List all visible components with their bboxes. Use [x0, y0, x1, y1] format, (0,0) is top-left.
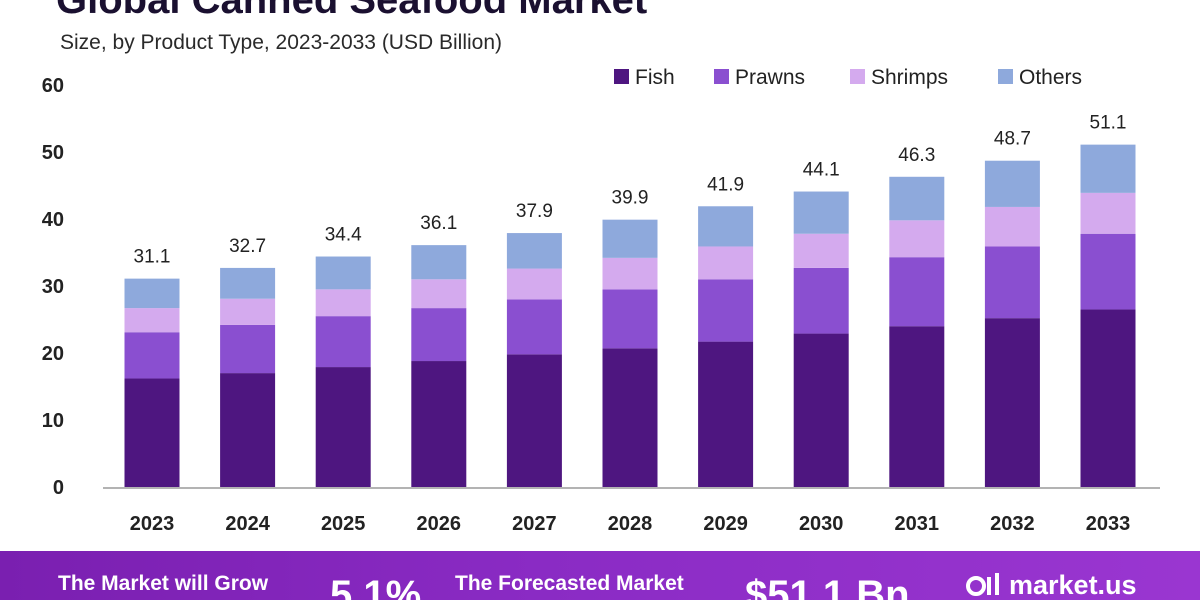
- bar-segment-shrimps-2030: [793, 233, 849, 268]
- legend-swatch-fish: [614, 69, 629, 84]
- bar-segment-fish-2028: [602, 348, 658, 487]
- bar-segment-prawns-2031: [889, 257, 945, 327]
- bar-segment-prawns-2023: [124, 332, 180, 379]
- legend: Fish Prawns Shrimps Others: [614, 66, 1082, 89]
- x-tick-label: 2026: [417, 513, 462, 535]
- legend-label-prawns: Prawns: [735, 66, 805, 89]
- bar-segment-fish-2032: [984, 318, 1040, 487]
- x-tick-label: 2033: [1086, 513, 1131, 535]
- legend-swatch-shrimps: [850, 69, 865, 84]
- bar-segment-others-2026: [411, 245, 467, 280]
- y-tick-label: 50: [42, 142, 64, 164]
- bar-segment-fish-2026: [411, 361, 467, 487]
- y-tick-label: 40: [42, 209, 64, 231]
- bar-segment-others-2033: [1080, 144, 1136, 193]
- bars: [124, 144, 1136, 487]
- bar-segment-others-2029: [698, 206, 754, 247]
- y-tick-label: 20: [42, 343, 64, 365]
- bar-segment-prawns-2025: [315, 316, 371, 368]
- total-label: 46.3: [898, 145, 935, 166]
- chart-title: Global Canned Seafood Market: [56, 0, 648, 22]
- bar-segment-fish-2029: [698, 341, 754, 487]
- bar-segment-shrimps-2028: [602, 257, 658, 290]
- bar-segment-prawns-2033: [1080, 233, 1136, 310]
- total-label: 39.9: [612, 188, 649, 209]
- x-tick-label: 2029: [703, 513, 748, 535]
- bar-segment-others-2023: [124, 278, 180, 309]
- bar-segment-prawns-2024: [220, 324, 276, 374]
- brand-logo-icon: [966, 572, 999, 596]
- bar-segment-fish-2030: [793, 333, 849, 487]
- chart-subtitle: Size, by Product Type, 2023-2033 (USD Bi…: [60, 31, 503, 54]
- legend-label-fish: Fish: [635, 66, 675, 89]
- total-label: 44.1: [803, 160, 840, 181]
- legend-label-shrimps: Shrimps: [871, 66, 948, 89]
- bar-segment-shrimps-2023: [124, 308, 180, 333]
- x-tick-label: 2031: [895, 513, 940, 535]
- bar-segment-fish-2027: [506, 354, 562, 487]
- growth-value: 5.1%: [330, 573, 422, 600]
- bar-segment-others-2024: [220, 267, 276, 299]
- bar-segment-shrimps-2025: [315, 289, 371, 317]
- bar-segment-shrimps-2026: [411, 279, 467, 309]
- bar-segment-fish-2024: [220, 373, 276, 487]
- x-tick-label: 2032: [990, 513, 1035, 535]
- x-axis-ticks: 2023 2024 2025 2026 2027 2028 2029 2030 2031 2032…: [130, 513, 1131, 535]
- legend-label-others: Others: [1019, 66, 1082, 89]
- bar-segment-shrimps-2029: [698, 246, 754, 280]
- brand-name: market.us: [1009, 570, 1137, 600]
- bar-segment-others-2025: [315, 256, 371, 290]
- total-label: 51.1: [1090, 113, 1127, 134]
- bar-segment-others-2028: [602, 219, 658, 258]
- bar-segment-fish-2031: [889, 326, 945, 487]
- total-label: 48.7: [994, 129, 1031, 150]
- y-axis-ticks: 0 10 20 30 40 50 60: [42, 75, 64, 499]
- x-tick-label: 2025: [321, 513, 366, 535]
- x-tick-label: 2028: [608, 513, 653, 535]
- y-tick-label: 10: [42, 410, 64, 432]
- total-label: 31.1: [134, 247, 171, 268]
- total-label: 34.4: [325, 225, 362, 246]
- growth-label: The Market will Grow: [58, 572, 269, 595]
- forecast-label: The Forecasted Market: [455, 572, 684, 595]
- bar-segment-shrimps-2027: [506, 268, 562, 300]
- bar-segment-shrimps-2032: [984, 206, 1040, 247]
- bar-segment-prawns-2029: [698, 279, 754, 342]
- bar-segment-shrimps-2031: [889, 220, 945, 258]
- x-tick-label: 2024: [225, 513, 270, 535]
- x-tick-label: 2023: [130, 513, 175, 535]
- bar-segment-others-2031: [889, 176, 945, 221]
- y-tick-label: 30: [42, 276, 64, 298]
- total-label: 41.9: [707, 174, 744, 195]
- bar-segment-fish-2023: [124, 378, 180, 487]
- forecast-value: $51.1 Bn: [745, 573, 910, 600]
- bar-segment-prawns-2030: [793, 267, 849, 334]
- bar-segment-prawns-2026: [411, 308, 467, 362]
- brand: market.us: [965, 570, 1137, 600]
- bar-segment-fish-2033: [1080, 309, 1136, 487]
- bar-segment-others-2032: [984, 160, 1040, 207]
- total-label: 32.7: [229, 236, 266, 257]
- x-tick-label: 2030: [799, 513, 844, 535]
- x-tick-label: 2027: [512, 513, 557, 535]
- total-labels: 31.1 32.7 34.4 36.1 37.9 39.9 41.9 44.1 46.3 48.7…: [134, 113, 1127, 268]
- bar-segment-others-2030: [793, 191, 849, 234]
- y-tick-label: 60: [42, 75, 64, 97]
- total-label: 37.9: [516, 201, 553, 222]
- bar-segment-shrimps-2024: [220, 298, 276, 325]
- bar-segment-prawns-2032: [984, 246, 1040, 319]
- y-tick-label: 0: [53, 477, 64, 499]
- bar-segment-prawns-2027: [506, 299, 562, 355]
- legend-swatch-prawns: [714, 69, 729, 84]
- bar-segment-shrimps-2033: [1080, 192, 1136, 234]
- bar-segment-others-2027: [506, 233, 562, 269]
- legend-swatch-others: [998, 69, 1013, 84]
- footer-banner: The Market will Grow 5.1% The Forecasted…: [0, 551, 1200, 600]
- total-label: 36.1: [420, 213, 457, 234]
- bar-segment-prawns-2028: [602, 289, 658, 349]
- bar-segment-fish-2025: [315, 367, 371, 487]
